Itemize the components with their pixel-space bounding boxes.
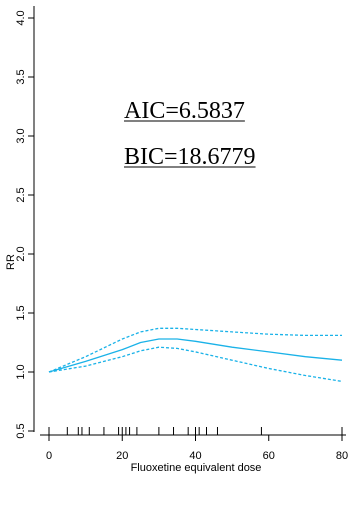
y-tick-label: 3.5 xyxy=(15,69,27,84)
series-line-upper-ci xyxy=(48,327,342,373)
series-line-estimate xyxy=(48,338,343,373)
y-tick-label: 4.0 xyxy=(15,10,27,25)
bic-annotation: BIC=18.6779 xyxy=(124,144,256,170)
x-tick-label: 20 xyxy=(116,450,128,462)
series-lines xyxy=(48,327,343,383)
x-axis-label: Fluoxetine equivalent dose xyxy=(131,462,262,474)
aic-annotation: AIC=6.5837 xyxy=(124,98,245,124)
y-axis-label: RR xyxy=(5,254,17,270)
x-tick-label: 60 xyxy=(263,450,275,462)
rug-marks xyxy=(48,427,343,435)
y-tick-label: 0.5 xyxy=(15,423,27,438)
y-tick-label: 1.5 xyxy=(15,305,27,320)
aic-text: AIC=6.5837 xyxy=(124,98,245,124)
y-tick-label: 1.0 xyxy=(15,364,27,379)
x-tick-label: 0 xyxy=(46,450,52,462)
y-tick-label: 2.0 xyxy=(15,246,27,261)
x-tick-label: 40 xyxy=(189,450,201,462)
bic-text: BIC=18.6779 xyxy=(124,144,256,170)
y-tick-label: 2.5 xyxy=(15,187,27,202)
axes: 0 20 40 60 80 0.5 1.0 1.5 2.0 2.5 3.0 3.5 4.0 xyxy=(15,6,348,462)
x-tick-label: 80 xyxy=(336,450,348,462)
series-line-lower-ci xyxy=(48,346,343,383)
y-tick-label: 3.0 xyxy=(15,128,27,143)
